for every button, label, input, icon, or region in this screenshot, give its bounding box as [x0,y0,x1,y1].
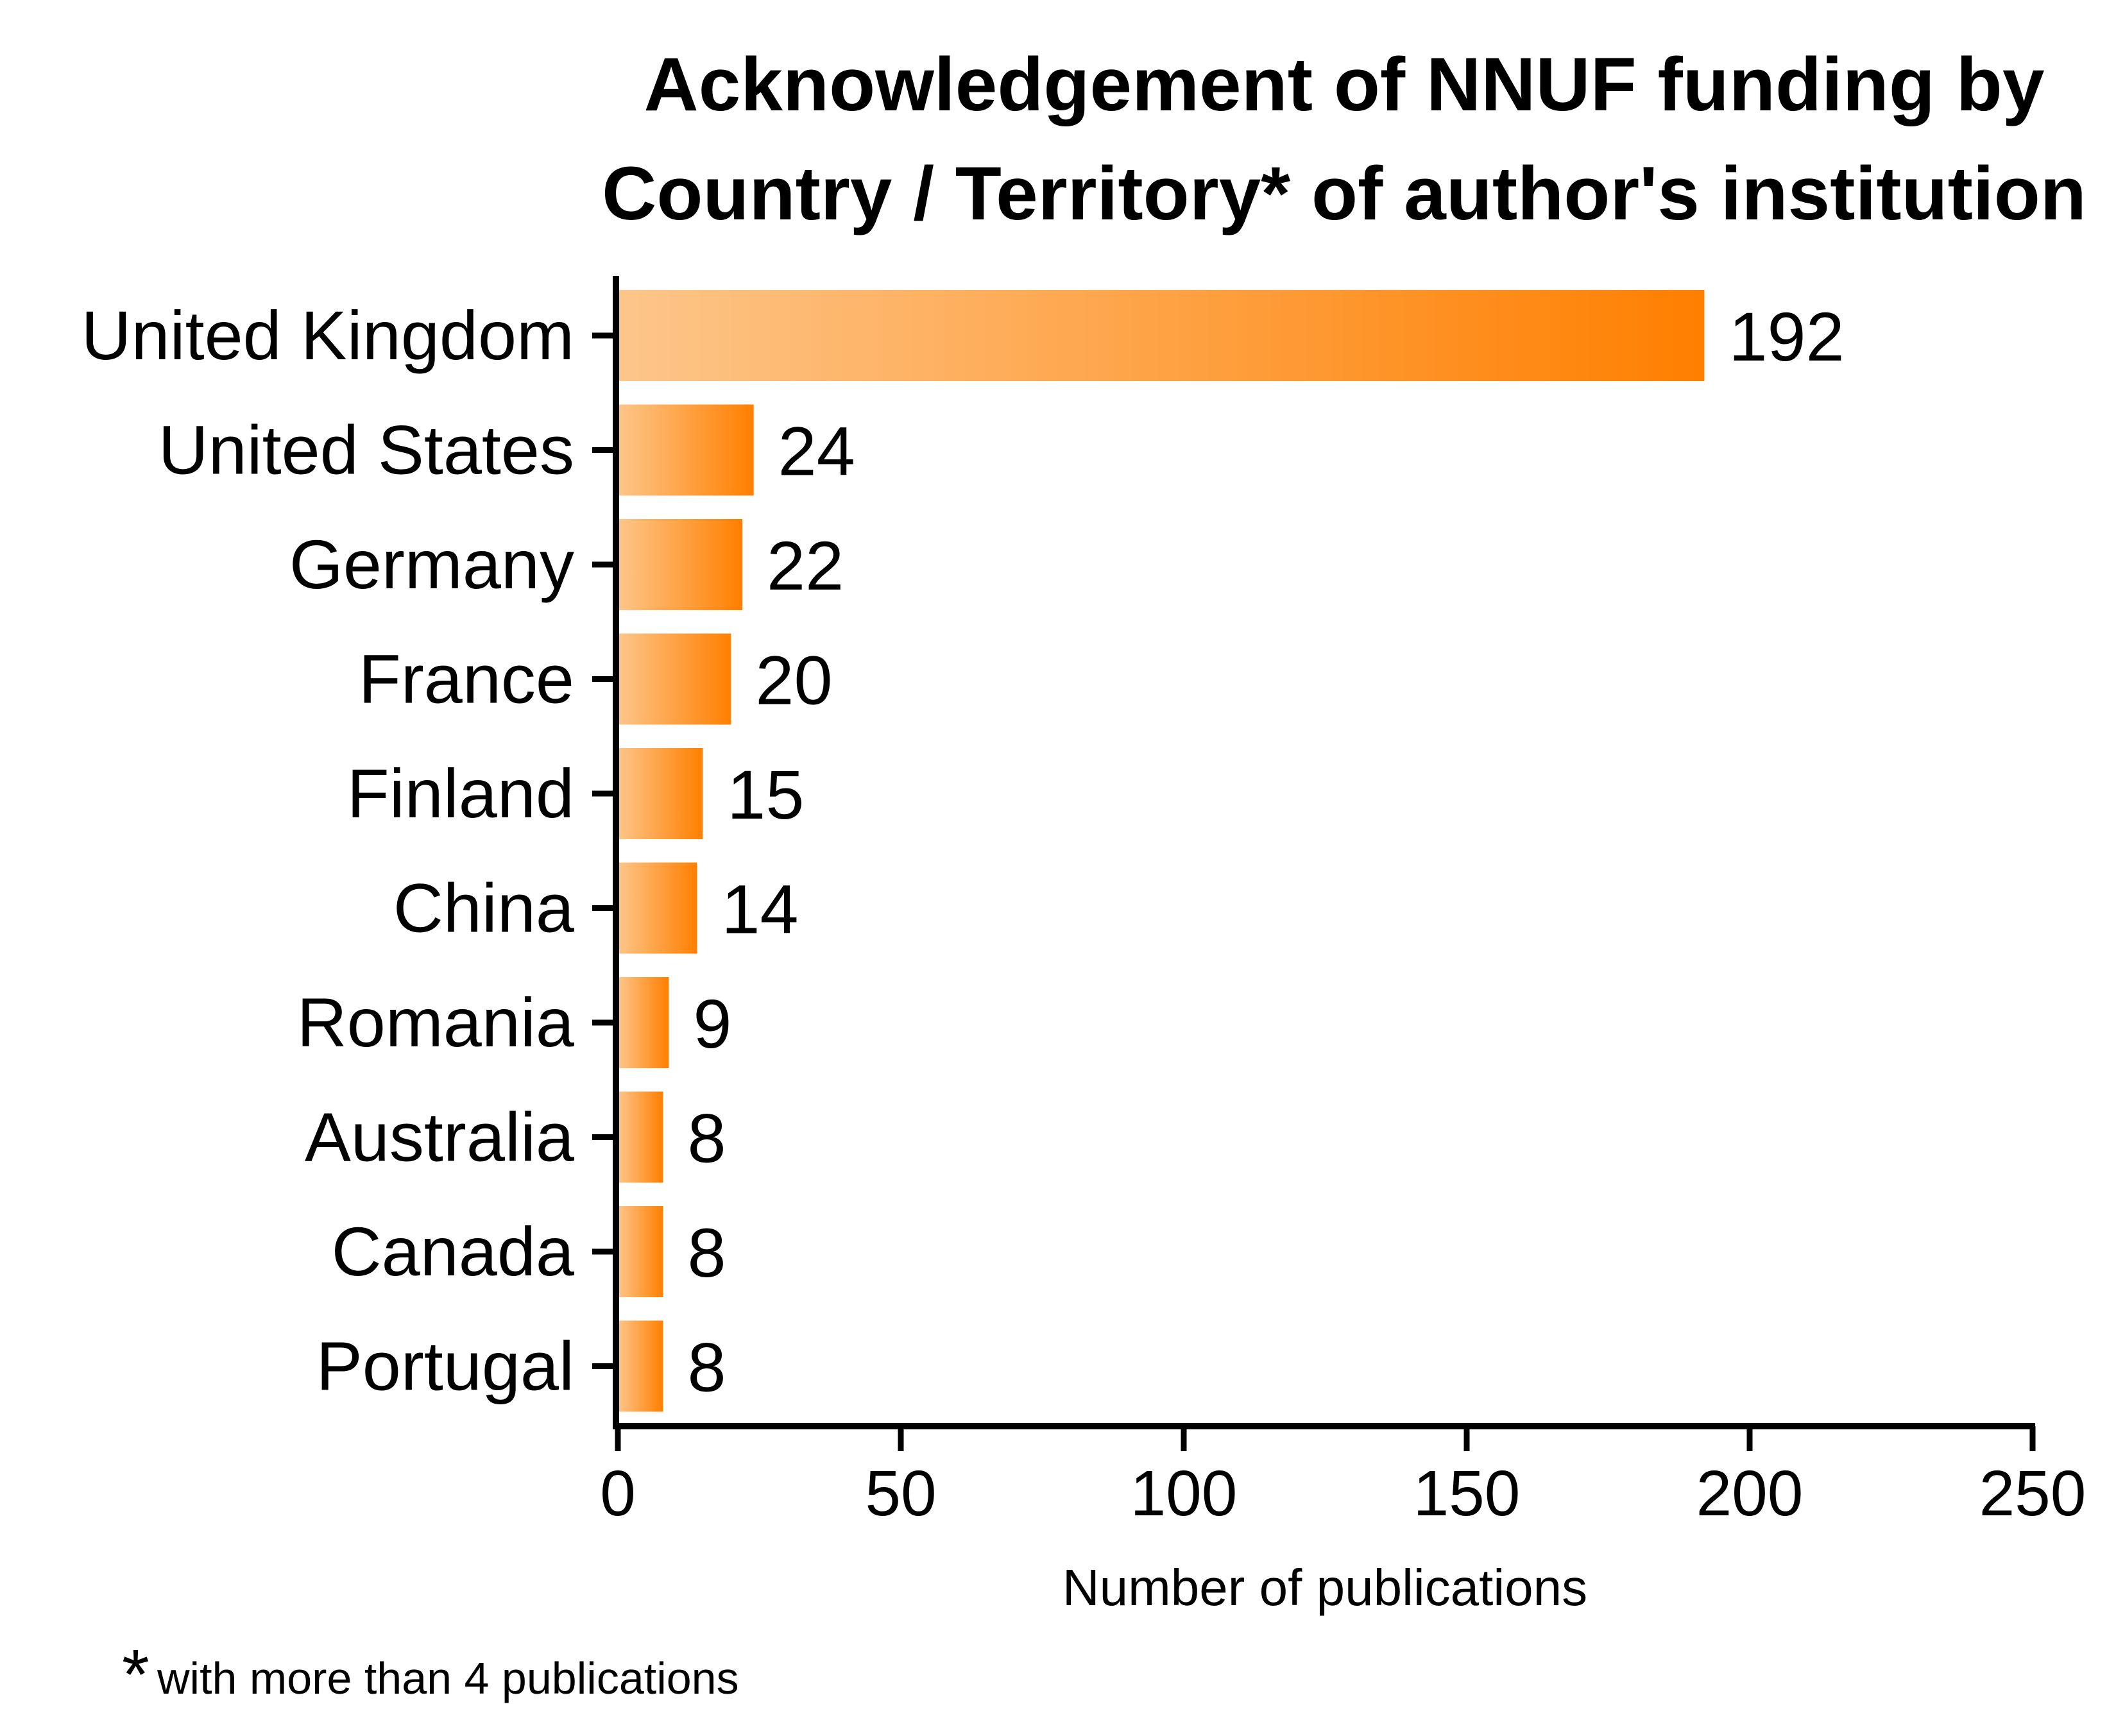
value-label: 15 [727,756,804,833]
bar-france [618,633,731,725]
bar-australia [618,1091,663,1183]
chart-title-line-2: Country / Territory* of author's institu… [602,151,2086,236]
x-axis-label: Number of publications [1062,1559,1587,1616]
value-label: 8 [688,1100,726,1177]
category-label: Germany [289,525,574,603]
x-tick-label: 100 [1131,1458,1238,1529]
bar-romania [618,977,669,1068]
bar-canada [618,1206,663,1297]
value-label: 22 [767,527,844,604]
x-tick-label: 0 [600,1458,636,1529]
bar-united-kingdom [618,290,1705,381]
bar-china [618,862,697,954]
category-label: Romania [297,983,575,1061]
bars-group [618,290,1705,1412]
x-tick-label: 200 [1696,1458,1804,1529]
bar-finland [618,748,703,839]
footnote-symbol: * [122,1635,149,1714]
value-label: 9 [693,985,731,1062]
x-tick-label: 50 [865,1458,936,1529]
value-label: 24 [778,413,855,490]
bar-germany [618,519,743,610]
bar-portugal [618,1320,663,1412]
chart-title-line-1: Acknowledgement of NNUF funding by [644,42,2045,127]
category-label: France [359,640,574,718]
category-label: Canada [332,1213,575,1290]
category-labels: United Kingdom United States Germany France… [81,296,575,1405]
x-axis-ticks: 0 50 100 150 200 250 [600,1426,2086,1529]
x-tick-label: 250 [1979,1458,2086,1529]
y-axis-ticks [592,332,616,1369]
category-label: Finland [347,754,574,832]
value-label: 14 [721,871,798,948]
category-label: Portugal [316,1327,574,1405]
bar-united-states [618,404,754,496]
category-label: United States [158,411,574,489]
category-label: Australia [305,1098,575,1176]
category-label: China [393,869,575,947]
value-label: 8 [688,1329,726,1406]
value-label: 8 [688,1214,726,1291]
category-label: United Kingdom [81,296,574,374]
value-labels: 192 24 22 20 15 14 9 8 8 8 [688,298,1845,1406]
footnote-text: with more than 4 publications [157,1653,739,1703]
value-label: 192 [1728,298,1844,375]
x-tick-label: 150 [1413,1458,1521,1529]
value-label: 20 [755,642,832,719]
